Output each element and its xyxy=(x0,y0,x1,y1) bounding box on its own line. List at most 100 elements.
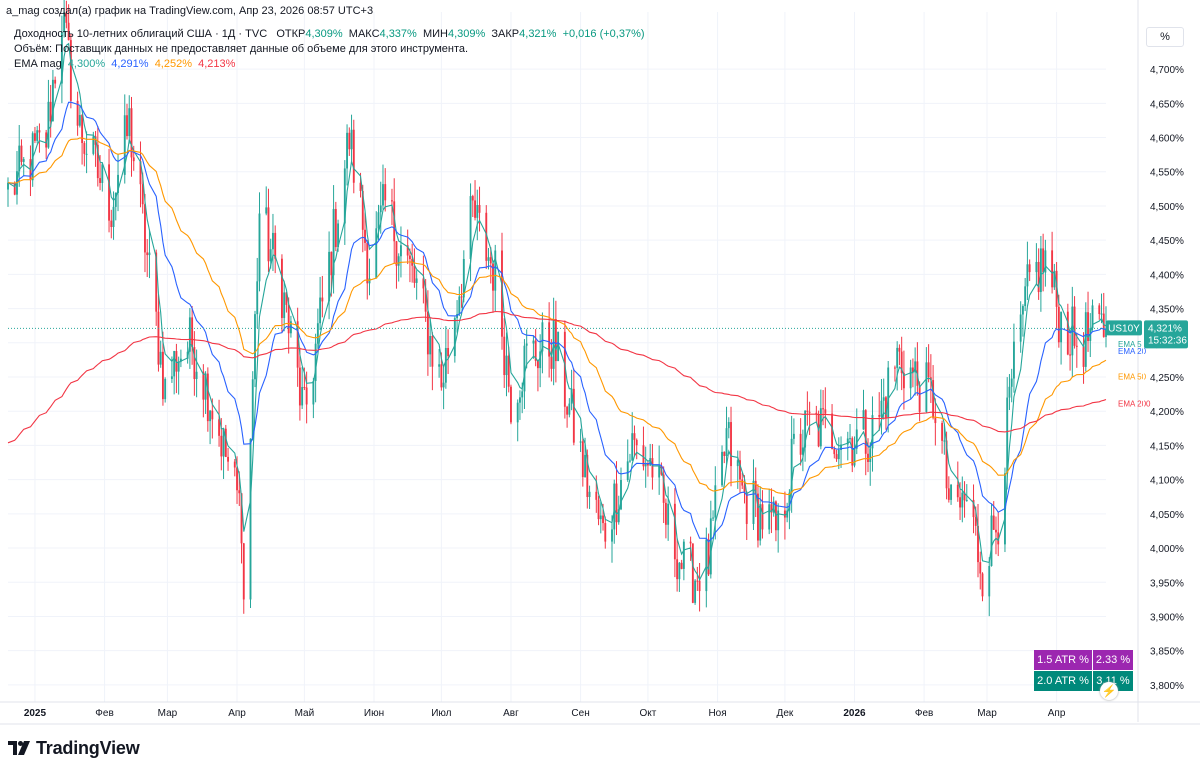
candle-body xyxy=(833,449,836,455)
change-value: +0,016 (+0,37%) xyxy=(562,28,645,40)
candle-body xyxy=(220,435,223,457)
candle-body xyxy=(285,292,288,305)
candle-body xyxy=(979,562,982,574)
candle-body xyxy=(698,580,701,592)
candle-body xyxy=(611,529,613,542)
candle-body xyxy=(1026,264,1029,287)
candle-body xyxy=(516,402,519,423)
ema20-legend-value: 4,291% xyxy=(111,58,149,70)
candle-body xyxy=(822,408,825,410)
lightning-icon[interactable]: ⚡ xyxy=(1100,682,1118,700)
candle-body xyxy=(1084,312,1087,367)
time-tick-label: Мар xyxy=(977,708,997,719)
candle-body xyxy=(361,190,364,230)
candle-body xyxy=(554,319,557,362)
candle-body xyxy=(992,515,995,530)
time-tick-label: Фев xyxy=(915,708,933,719)
candle-body xyxy=(584,454,587,478)
candle-body xyxy=(739,460,741,480)
time-tick-label: Май xyxy=(295,708,315,719)
candle-body xyxy=(550,356,553,369)
candle-body xyxy=(269,249,272,262)
candle-body xyxy=(941,423,944,441)
candle-body xyxy=(251,379,254,439)
candle-body xyxy=(927,362,930,378)
candle-body xyxy=(1037,261,1040,293)
candle-body xyxy=(440,364,443,388)
candle-body xyxy=(501,250,503,337)
candle-body xyxy=(487,257,490,261)
candle-body xyxy=(494,250,497,291)
candle-body xyxy=(646,463,649,466)
candle-body xyxy=(911,367,914,373)
ema-badge: EMA 200 xyxy=(1118,399,1151,408)
candle-body xyxy=(662,474,665,503)
candle-body xyxy=(815,412,818,415)
candle-body xyxy=(1010,378,1013,387)
candle-body xyxy=(453,318,456,357)
candle-body xyxy=(321,297,324,302)
candle-body xyxy=(898,347,901,352)
candle-body xyxy=(280,258,283,318)
price-tick-label: 4,650% xyxy=(1150,99,1184,110)
candle-body xyxy=(191,317,194,348)
candle-body xyxy=(799,433,802,455)
candle-body xyxy=(1098,305,1101,315)
footer-logo[interactable]: TradingView xyxy=(8,736,140,760)
open-label: ОТКР xyxy=(276,28,306,40)
candle-body xyxy=(415,278,418,283)
candle-body xyxy=(676,559,679,580)
price-tick-label: 4,000% xyxy=(1150,544,1184,555)
candle-body xyxy=(332,208,335,276)
candle-body xyxy=(368,278,371,284)
candle-body xyxy=(489,257,492,264)
candle-body xyxy=(238,490,241,494)
price-tick-label: 4,150% xyxy=(1150,441,1184,452)
candle-body xyxy=(572,388,575,443)
ema5-legend-value: 4,300% xyxy=(67,58,106,70)
symbol-title[interactable]: Доходность 10-летних облигаций США · 1Д … xyxy=(14,28,268,40)
candle-body xyxy=(478,205,481,213)
candle-body xyxy=(177,361,180,372)
candle-body xyxy=(384,184,387,201)
candle-body xyxy=(422,278,425,289)
candle-body xyxy=(696,580,699,582)
candle-body xyxy=(790,438,793,493)
time-tick-label: Окт xyxy=(640,708,657,719)
candle-body xyxy=(283,292,286,318)
candle-body xyxy=(67,22,70,41)
price-tick-label: 3,950% xyxy=(1150,578,1184,589)
candle-body xyxy=(476,205,479,218)
price-tick-label: 4,600% xyxy=(1150,134,1184,145)
time-scale[interactable]: 2025 Фев Мар Апр Май Июн Июл Авг Сен Окт Ноя Дек 202… xyxy=(24,708,1066,719)
candle-body xyxy=(1073,306,1076,346)
candle-body xyxy=(617,509,620,523)
candle-body xyxy=(400,245,402,257)
candle-body xyxy=(442,382,445,388)
candle-body xyxy=(981,573,984,597)
candle-body xyxy=(128,108,131,137)
candle-body xyxy=(519,397,521,403)
time-tick-label: Авг xyxy=(503,708,519,719)
price-unit-button[interactable]: % xyxy=(1146,27,1184,47)
candle-body xyxy=(882,397,885,401)
candle-body xyxy=(49,101,52,122)
candle-body xyxy=(723,451,726,457)
candle-body xyxy=(1057,306,1060,343)
candle-body xyxy=(613,483,616,530)
ema-indicator-name[interactable]: EMA mag xyxy=(14,58,62,70)
candle-body xyxy=(431,336,434,367)
candle-body xyxy=(804,410,807,448)
candle-body xyxy=(626,461,629,481)
symbol-legend-row[interactable]: Доходность 10-летних облигаций США · 1Д … xyxy=(14,27,645,42)
candle-body xyxy=(864,410,867,454)
candle-body xyxy=(123,115,126,175)
countdown-label: 15:32:36 xyxy=(1148,335,1187,346)
candle-body xyxy=(995,529,997,533)
candle-body xyxy=(525,343,528,346)
candle-body xyxy=(1087,312,1089,342)
candle-body xyxy=(532,340,535,344)
ema-legend-row[interactable]: EMA mag 4,300% 4,291% 4,252% 4,213% xyxy=(14,57,645,72)
price-scale[interactable]: 4,700% 4,650% 4,600% 4,550% 4,500% 4,450% 4,40… xyxy=(1150,65,1184,692)
